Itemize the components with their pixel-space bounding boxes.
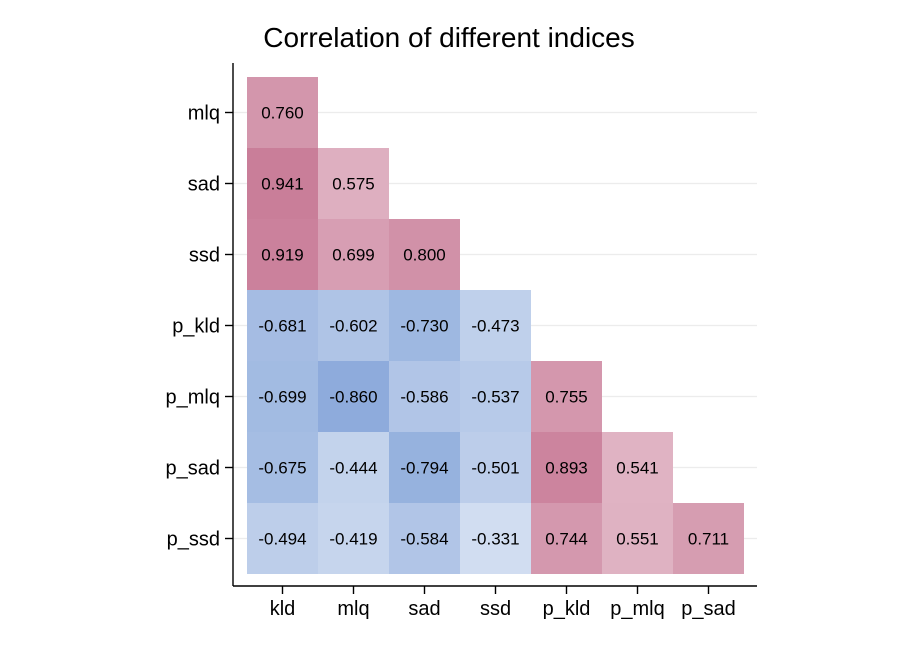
x-tick-label: p_mlq xyxy=(610,598,664,620)
cell-value-label: -0.419 xyxy=(329,530,377,549)
heatmap-cell xyxy=(318,219,389,290)
cell-value-label: 0.800 xyxy=(403,246,446,265)
cell-value-label: 0.941 xyxy=(261,175,304,194)
cell-value-label: -0.586 xyxy=(400,388,448,407)
cell-value-label: -0.501 xyxy=(471,459,519,478)
x-tick-label: sad xyxy=(408,598,440,620)
cell-value-label: -0.331 xyxy=(471,530,519,549)
y-axis-ticks: mlq sad ssd p_kld p_mlq p_sad p_ssd xyxy=(166,103,233,551)
cell-value-label: 0.919 xyxy=(261,246,304,265)
cell-value-label: -0.681 xyxy=(258,317,306,336)
heatmap-cell xyxy=(247,77,318,148)
heatmap-cell xyxy=(531,503,602,574)
heatmap-cell xyxy=(247,219,318,290)
x-axis-ticks: kld mlq sad ssd p_kld p_mlq p_sad xyxy=(270,586,736,620)
cell-value-label: 0.541 xyxy=(616,459,659,478)
heatmap-cell xyxy=(389,432,460,503)
y-tick-label: p_kld xyxy=(172,316,220,338)
cell-value-label: -0.860 xyxy=(329,388,377,407)
heatmap-cell xyxy=(389,361,460,432)
heatmap-cell xyxy=(318,432,389,503)
heatmap-cell xyxy=(318,503,389,574)
y-tick-label: mlq xyxy=(188,103,220,125)
heatmap-cells xyxy=(247,77,744,574)
cell-value-label: 0.575 xyxy=(332,175,375,194)
heatmap-cell xyxy=(673,503,744,574)
heatmap-cell xyxy=(460,432,531,503)
y-tick-label: p_mlq xyxy=(166,387,220,409)
x-tick-label: p_sad xyxy=(681,598,736,620)
heatmap-cell xyxy=(389,219,460,290)
cell-value-label: 0.760 xyxy=(261,104,304,123)
cell-value-label: -0.794 xyxy=(400,459,448,478)
cell-labels: 0.760 0.941 0.575 0.919 0.699 0.800 -0.681 -0.6… xyxy=(258,104,729,549)
heatmap-cell xyxy=(602,503,673,574)
heatmap-cell xyxy=(247,361,318,432)
heatmap-cell xyxy=(460,290,531,361)
chart-title: Correlation of different indices xyxy=(263,22,635,53)
cell-value-label: -0.699 xyxy=(258,388,306,407)
y-tick-label: p_sad xyxy=(166,458,221,480)
cell-value-label: -0.494 xyxy=(258,530,306,549)
x-tick-label: kld xyxy=(270,598,296,620)
heatmap-cell xyxy=(318,290,389,361)
y-tick-label: sad xyxy=(188,174,220,196)
heatmap-cell xyxy=(247,503,318,574)
cell-value-label: -0.444 xyxy=(329,459,377,478)
cell-value-label: -0.602 xyxy=(329,317,377,336)
cell-value-label: 0.699 xyxy=(332,246,375,265)
cell-value-label: 0.755 xyxy=(545,388,588,407)
cell-value-label: -0.730 xyxy=(400,317,448,336)
heatmap-cell xyxy=(531,432,602,503)
heatmap-cell xyxy=(531,361,602,432)
cell-value-label: 0.551 xyxy=(616,530,659,549)
heatmap-cell xyxy=(247,148,318,219)
heatmap-cell xyxy=(602,432,673,503)
cell-value-label: 0.711 xyxy=(688,530,729,549)
heatmap-cell xyxy=(247,432,318,503)
cell-value-label: 0.893 xyxy=(545,459,588,478)
cell-value-label: -0.537 xyxy=(471,388,519,407)
heatmap-cell xyxy=(460,361,531,432)
cell-value-label: 0.744 xyxy=(545,530,588,549)
heatmap-cell xyxy=(460,503,531,574)
heatmap-cell xyxy=(318,148,389,219)
heatmap-cell xyxy=(389,503,460,574)
cell-value-label: -0.473 xyxy=(471,317,519,336)
heatmap-cell xyxy=(247,290,318,361)
x-tick-label: mlq xyxy=(337,598,369,620)
heatmap-cell xyxy=(318,361,389,432)
y-tick-label: p_ssd xyxy=(167,529,220,551)
heatmap-cell xyxy=(389,290,460,361)
x-tick-label: p_kld xyxy=(543,598,591,620)
cell-value-label: -0.675 xyxy=(258,459,306,478)
cell-value-label: -0.584 xyxy=(400,530,448,549)
x-tick-label: ssd xyxy=(480,598,511,620)
y-tick-label: ssd xyxy=(189,245,220,267)
